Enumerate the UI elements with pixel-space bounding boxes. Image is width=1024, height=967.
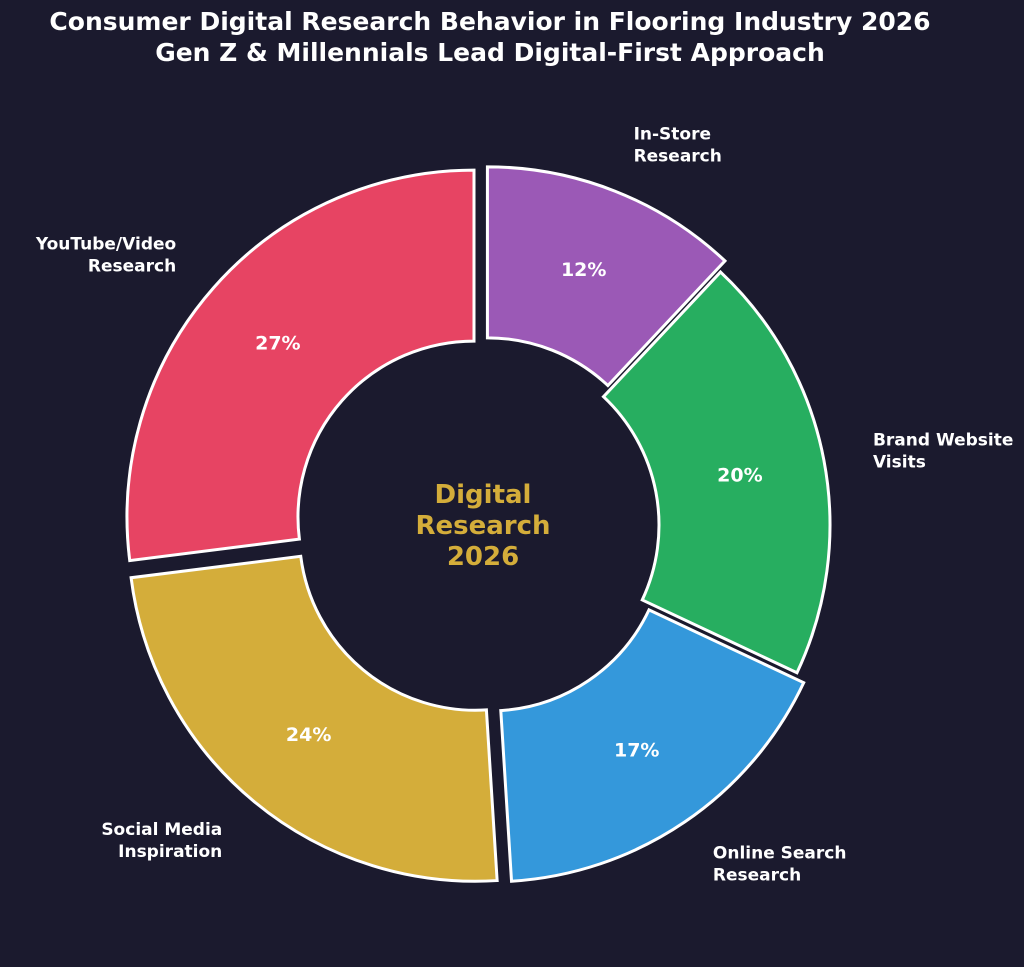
slice-category-label-line: Research — [88, 257, 176, 277]
slice-category-label-line: Online Search — [713, 843, 847, 863]
slice-category-label-line: Research — [713, 865, 801, 885]
slice-youtube-video-research — [125, 168, 476, 563]
slice-value-label: 20% — [717, 464, 762, 486]
chart-subtitle: Gen Z & Millennials Lead Digital-First A… — [155, 38, 825, 67]
slice-category-label: In-Store Research — [634, 125, 722, 167]
slice-value-label: 17% — [614, 740, 659, 762]
slice-in-store-research — [485, 165, 728, 388]
slice-category-label-line: Visits — [873, 453, 926, 473]
center-label-line: 2026 — [447, 542, 519, 572]
slice-category-label: YouTube/Video Research — [35, 235, 176, 277]
donut-slices — [125, 165, 832, 883]
chart-title-block: Consumer Digital Research Behavior in Fl… — [0, 6, 980, 68]
slice-category-label-line: Brand Website — [873, 431, 1013, 451]
slice-category-label-line: Research — [634, 147, 722, 167]
slice-category-label-line: Social Media — [101, 820, 222, 840]
slice-social-media-inspiration — [129, 554, 499, 883]
chart-title: Consumer Digital Research Behavior in Fl… — [49, 7, 931, 36]
slice-value-label: 12% — [561, 259, 606, 281]
slice-category-label: Social Media Inspiration — [101, 820, 222, 862]
slice-category-label: Brand Website Visits — [873, 431, 1013, 473]
center-label-line: Digital — [435, 480, 532, 510]
slice-category-label-line: In-Store — [634, 125, 711, 145]
slice-category-label-line: Inspiration — [118, 842, 222, 862]
center-label-line: Research — [415, 511, 550, 541]
slice-brand-website-visits — [601, 269, 832, 675]
slice-online-search-research — [499, 607, 806, 883]
slice-value-label: 27% — [255, 333, 300, 355]
slice-value-label: 24% — [286, 724, 331, 746]
slice-category-label: Online Search Research — [713, 843, 847, 885]
slice-category-label-line: YouTube/Video — [35, 235, 176, 255]
